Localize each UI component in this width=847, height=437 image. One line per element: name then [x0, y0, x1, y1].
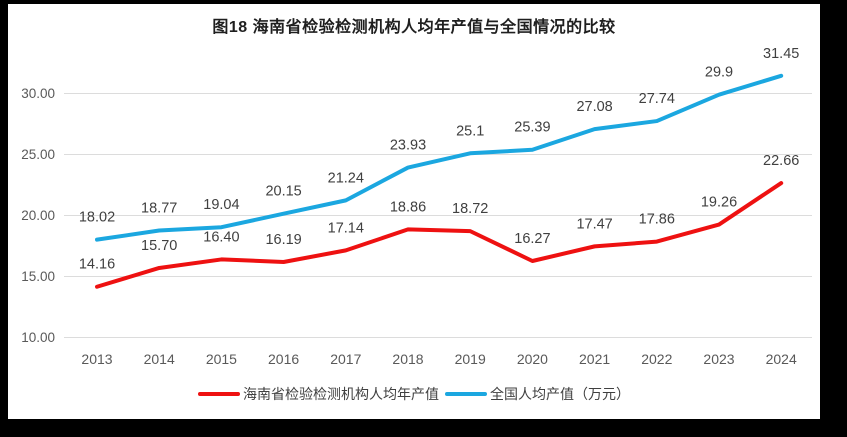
- legend-label-national: 全国人均产值（万元）: [490, 386, 630, 402]
- x-axis-tick-label: 2020: [517, 351, 548, 367]
- x-axis-tick-label: 2016: [268, 351, 299, 367]
- x-axis-tick-label: 2022: [641, 351, 672, 367]
- data-label-0: 16.40: [203, 229, 239, 245]
- data-label-1: 18.02: [79, 210, 115, 226]
- legend-label-hainan: 海南省检验检测机构人均年产值: [243, 386, 439, 402]
- data-label-0: 16.19: [265, 232, 301, 248]
- y-axis-tick-label: 15.00: [21, 269, 55, 284]
- data-label-0: 16.27: [514, 231, 550, 247]
- data-label-0: 17.86: [639, 212, 675, 228]
- data-label-1: 27.08: [576, 99, 612, 115]
- data-label-1: 21.24: [328, 170, 364, 186]
- data-label-1: 18.77: [141, 201, 177, 217]
- data-label-0: 17.47: [576, 216, 612, 232]
- data-label-0: 22.66: [763, 153, 799, 169]
- x-axis-tick-label: 2024: [766, 351, 797, 367]
- data-label-0: 18.72: [452, 201, 488, 217]
- x-axis-tick-label: 2014: [144, 351, 175, 367]
- y-axis-tick-label: 30.00: [21, 86, 55, 101]
- y-axis-tick-label: 20.00: [21, 208, 55, 223]
- x-axis-tick-label: 2015: [206, 351, 237, 367]
- series-line-0: [95, 181, 784, 289]
- legend-swatch-hainan-icon: [198, 392, 240, 396]
- data-label-1: 23.93: [390, 138, 426, 154]
- chart-panel: 图18 海南省检验检测机构人均年产值与全国情况的比较 10.00 15.00 20.…: [8, 4, 820, 419]
- chart-title: 图18 海南省检验检测机构人均年产值与全国情况的比较: [212, 19, 616, 36]
- chart-legend: 海南省检验检测机构人均年产值 全国人均产值（万元）: [8, 384, 820, 404]
- legend-swatch-national-icon: [445, 392, 487, 396]
- x-axis-tick-label: 2021: [579, 351, 610, 367]
- x-axis-tick-label: 2023: [703, 351, 734, 367]
- x-axis-tick-label: 2017: [330, 351, 361, 367]
- data-label-1: 25.1: [456, 123, 484, 139]
- data-label-1: 29.9: [705, 65, 733, 81]
- data-label-0: 17.14: [328, 220, 364, 236]
- x-axis-tick-label: 2013: [81, 351, 112, 367]
- data-label-0: 19.26: [701, 195, 737, 211]
- data-label-0: 14.16: [79, 257, 115, 273]
- data-label-0: 15.70: [141, 238, 177, 254]
- y-axis-tick-label: 10.00: [21, 330, 55, 345]
- data-label-1: 31.45: [763, 46, 799, 62]
- chart-canvas: 10.00 15.00 20.00 25.00 30.00 2013 2014 2015 201…: [21, 46, 812, 367]
- data-label-1: 27.74: [639, 91, 675, 107]
- legend-item-hainan: 海南省检验检测机构人均年产值: [198, 384, 439, 404]
- series-line-1: [95, 73, 784, 242]
- y-axis-tick-label: 25.00: [21, 147, 55, 162]
- x-axis-tick-label: 2018: [392, 351, 423, 367]
- data-label-1: 19.04: [203, 197, 239, 213]
- x-axis-tick-label: 2019: [455, 351, 486, 367]
- legend-item-national: 全国人均产值（万元）: [445, 384, 630, 404]
- data-label-1: 25.39: [514, 120, 550, 136]
- data-label-0: 18.86: [390, 199, 426, 215]
- data-label-1: 20.15: [265, 184, 301, 200]
